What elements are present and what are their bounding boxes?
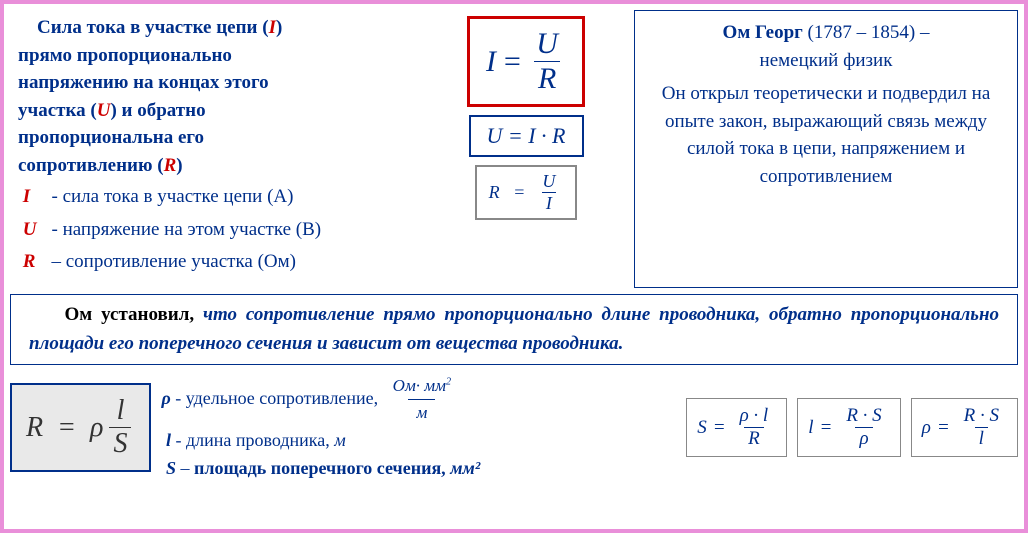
derived-formula-box: l=R · Sρ (797, 398, 900, 457)
formula-ohms-law: I= UR (467, 16, 585, 107)
resistivity-definitions: ρ - удельное сопротивление, Ом· мм2 м l … (161, 373, 676, 482)
law-statement: Сила тока в участке цепи (I) прямо пропо… (18, 14, 418, 179)
variable-def: I - сила тока в участке цепи (A) (18, 183, 418, 212)
def-rho: ρ - удельное сопротивление, Ом· мм2 м (161, 373, 676, 427)
def-l: l - длина проводника, м (161, 427, 676, 455)
variable-def: U - напряжение на этом участке (B) (18, 216, 418, 245)
formula-resistivity: R = ρ lS (10, 383, 151, 472)
resistance-law-banner: Ом установил, что сопротивление прямо пр… (10, 294, 1018, 365)
bio-text: Он открыл теоретически и подвердил на оп… (647, 80, 1005, 190)
derived-formula-box: S=ρ · lR (686, 398, 787, 457)
bio-name-line: Ом Георг (1787 – 1854) – (647, 19, 1005, 47)
formula-resistance: R = UI (475, 165, 578, 220)
derived-formula-box: ρ=R · Sl (911, 398, 1018, 457)
law-statement-column: Сила тока в участке цепи (I) прямо пропо… (10, 10, 418, 288)
biography-box: Ом Георг (1787 – 1854) – немецкий физик … (634, 10, 1018, 288)
bio-role: немецкий физик (647, 47, 1005, 75)
variable-def: R – сопротивление участка (Ом) (18, 248, 418, 277)
top-row: Сила тока в участке цепи (I) прямо пропо… (10, 10, 1018, 288)
formula-column: I= UR U = I · R R = UI (426, 10, 626, 288)
formula-voltage: U = I · R (469, 115, 584, 157)
variable-definitions: I - сила тока в участке цепи (A) U - нап… (18, 183, 418, 277)
slide-frame: Сила тока в участке цепи (I) прямо пропо… (0, 0, 1028, 533)
def-s: S – площадь поперечного сечения, мм² (161, 455, 676, 483)
unit-fraction: Ом· мм2 м (393, 373, 451, 427)
derived-formulas: S=ρ · lRl=R · Sρρ=R · Sl (686, 398, 1018, 457)
bottom-row: R = ρ lS ρ - удельное сопротивление, Ом·… (10, 373, 1018, 482)
